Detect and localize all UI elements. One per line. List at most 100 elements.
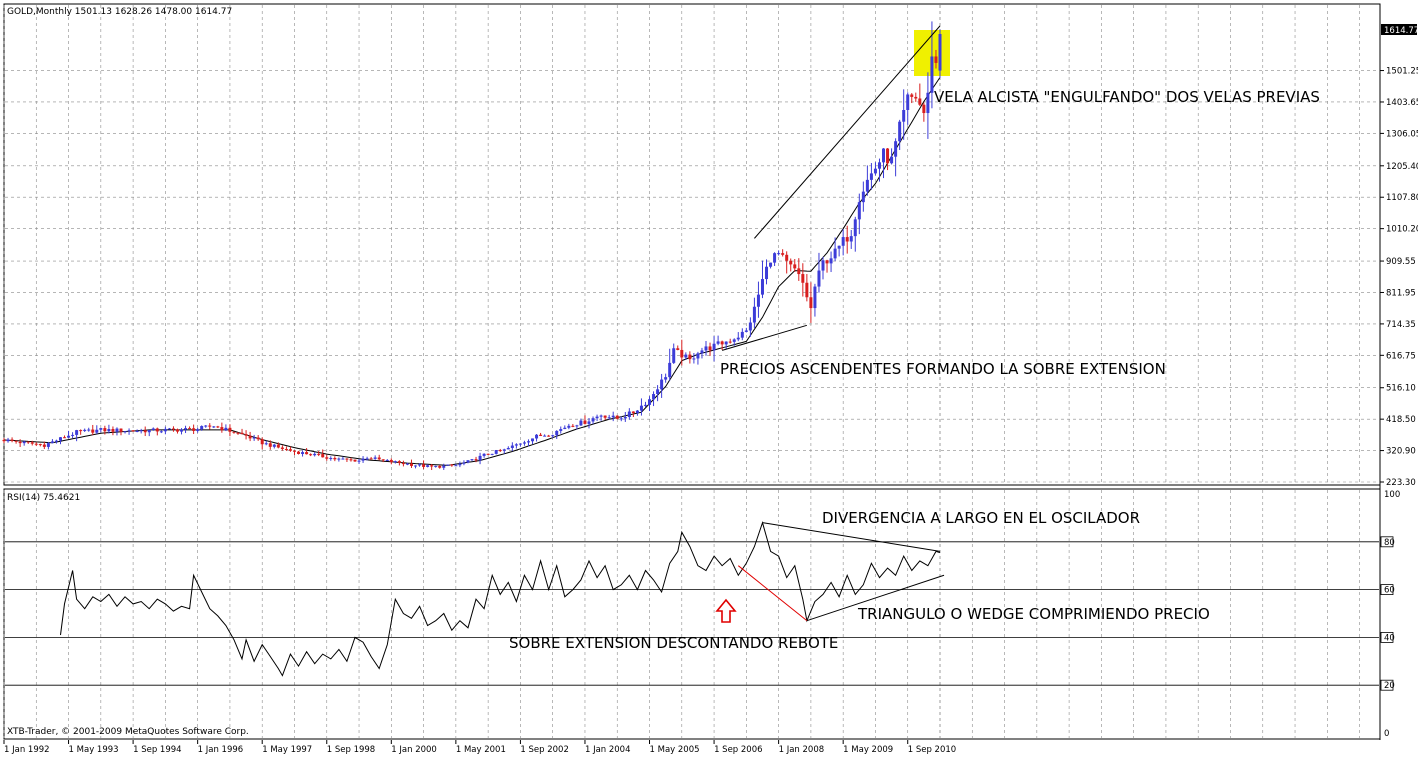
candle-body[interactable] <box>551 435 555 437</box>
candle-body[interactable] <box>716 341 720 344</box>
candle-body[interactable] <box>268 443 272 447</box>
candle-body[interactable] <box>188 428 192 430</box>
candle-body[interactable] <box>63 437 67 439</box>
candle-body[interactable] <box>744 330 748 332</box>
candle-body[interactable] <box>898 121 902 142</box>
candle-body[interactable] <box>321 454 325 458</box>
candle-body[interactable] <box>220 427 224 431</box>
candle-body[interactable] <box>365 458 369 460</box>
candle-body[interactable] <box>765 266 769 280</box>
candle-body[interactable] <box>147 429 151 433</box>
candle-body[interactable] <box>264 443 268 445</box>
candle-body[interactable] <box>256 437 260 440</box>
candle-body[interactable] <box>934 56 938 63</box>
candle-body[interactable] <box>486 453 490 455</box>
candle-body[interactable] <box>607 417 611 419</box>
candle-body[interactable] <box>135 430 139 432</box>
candle-body[interactable] <box>313 453 317 456</box>
price-trendlines[interactable] <box>721 25 941 351</box>
candle-body[interactable] <box>635 410 639 414</box>
candle-body[interactable] <box>595 416 599 419</box>
candle-body[interactable] <box>805 282 809 298</box>
candle-body[interactable] <box>297 451 301 454</box>
candle-body[interactable] <box>853 219 857 237</box>
candle-body[interactable] <box>793 264 797 269</box>
candle-body[interactable] <box>797 268 801 275</box>
candle-body[interactable] <box>668 362 672 378</box>
candle-body[interactable] <box>252 437 256 439</box>
candle-body[interactable] <box>414 465 418 467</box>
candle-body[interactable] <box>510 445 514 448</box>
candle-body[interactable] <box>712 343 716 351</box>
candle-body[interactable] <box>478 455 482 461</box>
candle-body[interactable] <box>752 306 756 323</box>
candle-body[interactable] <box>248 435 252 439</box>
candle-body[interactable] <box>579 420 583 426</box>
candle-body[interactable] <box>373 457 377 459</box>
candle-body[interactable] <box>288 449 292 451</box>
candle-body[interactable] <box>333 458 337 460</box>
candle-body[interactable] <box>785 254 789 261</box>
rsi-series[interactable] <box>60 521 941 677</box>
candle-body[interactable] <box>700 350 704 354</box>
candle-body[interactable] <box>531 438 535 442</box>
candle-body[interactable] <box>18 441 22 444</box>
candle-body[interactable] <box>498 450 502 452</box>
candle-body[interactable] <box>664 377 668 380</box>
candle-body[interactable] <box>385 459 389 461</box>
candle-body[interactable] <box>2 439 6 442</box>
candle-body[interactable] <box>71 434 75 436</box>
candle-body[interactable] <box>54 440 58 442</box>
candle-body[interactable] <box>684 354 688 358</box>
candle-body[interactable] <box>184 428 188 430</box>
candle-body[interactable] <box>175 429 179 432</box>
candle-body[interactable] <box>232 431 236 433</box>
candle-body[interactable] <box>910 94 914 97</box>
candle-body[interactable] <box>349 459 353 461</box>
candle-body[interactable] <box>849 236 853 242</box>
candle-body[interactable] <box>869 173 873 180</box>
candle-body[interactable] <box>821 260 825 271</box>
candle-body[interactable] <box>167 428 171 430</box>
candle-body[interactable] <box>813 286 817 309</box>
candle-body[interactable] <box>50 441 54 444</box>
candle-body[interactable] <box>886 148 890 164</box>
candle-body[interactable] <box>841 237 845 246</box>
candle-body[interactable] <box>760 279 764 295</box>
candle-body[interactable] <box>639 405 643 411</box>
candle-body[interactable] <box>535 434 539 439</box>
candle-body[interactable] <box>865 179 869 192</box>
candle-body[interactable] <box>906 94 910 110</box>
candle-body[interactable] <box>627 411 631 418</box>
candle-body[interactable] <box>438 465 442 468</box>
candle-body[interactable] <box>490 453 494 455</box>
candle-body[interactable] <box>454 465 458 467</box>
candle-body[interactable] <box>196 429 200 431</box>
candle-body[interactable] <box>789 260 793 265</box>
candle-body[interactable] <box>171 428 175 430</box>
candle-body[interactable] <box>680 349 684 358</box>
candle-body[interactable] <box>10 439 14 441</box>
candle-body[interactable] <box>623 417 627 419</box>
candle-body[interactable] <box>361 458 365 461</box>
candle-body[interactable] <box>837 245 841 249</box>
candle-body[interactable] <box>748 322 752 331</box>
candle-body[interactable] <box>381 459 385 461</box>
candle-body[interactable] <box>309 454 313 456</box>
candle-body[interactable] <box>260 439 264 445</box>
candle-body[interactable] <box>22 441 26 444</box>
candle-body[interactable] <box>75 430 79 435</box>
candle-body[interactable] <box>563 427 567 430</box>
candle-body[interactable] <box>422 464 426 467</box>
candle-body[interactable] <box>781 253 785 255</box>
candle-body[interactable] <box>409 463 413 466</box>
rsi-trendline-divergence[interactable] <box>737 565 808 622</box>
candle-body[interactable] <box>518 443 522 445</box>
candle-body[interactable] <box>83 429 87 431</box>
candle-body[interactable] <box>724 341 728 345</box>
candle-body[interactable] <box>377 457 381 460</box>
candle-body[interactable] <box>236 432 240 434</box>
candle-body[interactable] <box>583 420 587 424</box>
candle-body[interactable] <box>127 430 131 432</box>
candle-body[interactable] <box>656 389 660 395</box>
